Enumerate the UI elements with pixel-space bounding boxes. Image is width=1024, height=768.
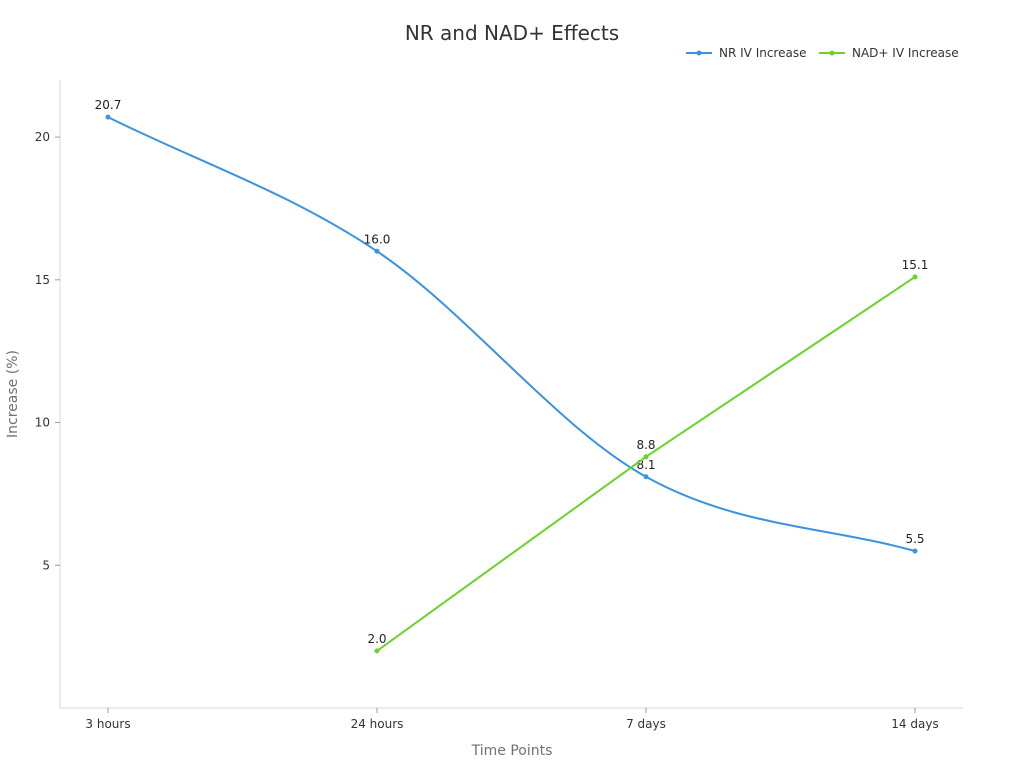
y-tick-label: 20 (35, 130, 50, 144)
data-point[interactable] (643, 454, 649, 460)
data-label: 16.0 (364, 232, 391, 246)
legend-marker (829, 50, 835, 56)
data-point[interactable] (374, 248, 380, 254)
x-axis-ticks: 3 hours 24 hours 7 days 14 days (85, 708, 939, 731)
data-point[interactable] (643, 474, 649, 480)
legend-item-nad-iv-increase[interactable]: NAD+ IV Increase (819, 46, 959, 60)
y-tick-label: 15 (35, 273, 50, 287)
data-label: 8.8 (636, 438, 655, 452)
x-tick-label: 24 hours (351, 717, 404, 731)
data-point[interactable] (374, 648, 380, 654)
x-tick-label: 14 days (891, 717, 938, 731)
y-axis-title: Increase (%) (5, 350, 21, 438)
series-nad-iv-increase: 2.0 8.8 15.1 (367, 258, 929, 654)
legend[interactable]: NR IV Increase NAD+ IV Increase (686, 46, 959, 60)
data-label: 5.5 (905, 532, 924, 546)
legend-label: NR IV Increase (719, 46, 806, 60)
data-label: 2.0 (367, 632, 386, 646)
y-tick-label: 10 (35, 416, 50, 430)
x-tick-label: 3 hours (85, 717, 130, 731)
data-label: 8.1 (636, 458, 655, 472)
x-axis-title: Time Points (471, 743, 553, 759)
legend-marker (696, 50, 702, 56)
chart-title: NR and NAD+ Effects (405, 21, 619, 45)
data-point[interactable] (912, 274, 918, 280)
data-point[interactable] (912, 548, 918, 554)
legend-item-nr-iv-increase[interactable]: NR IV Increase (686, 46, 806, 60)
legend-label: NAD+ IV Increase (852, 46, 959, 60)
series-line (107, 116, 916, 552)
data-label: 20.7 (95, 98, 122, 112)
y-axis-ticks: 5 10 15 20 (35, 130, 60, 572)
data-point[interactable] (105, 114, 111, 120)
series-nr-iv-increase: 20.7 16.0 8.1 5.5 (95, 98, 925, 554)
series-layer: 20.7 16.0 8.1 5.5 2.0 8.8 15.1 (95, 98, 929, 654)
x-tick-label: 7 days (626, 717, 666, 731)
y-tick-label: 5 (42, 558, 50, 572)
data-label: 15.1 (902, 258, 929, 272)
